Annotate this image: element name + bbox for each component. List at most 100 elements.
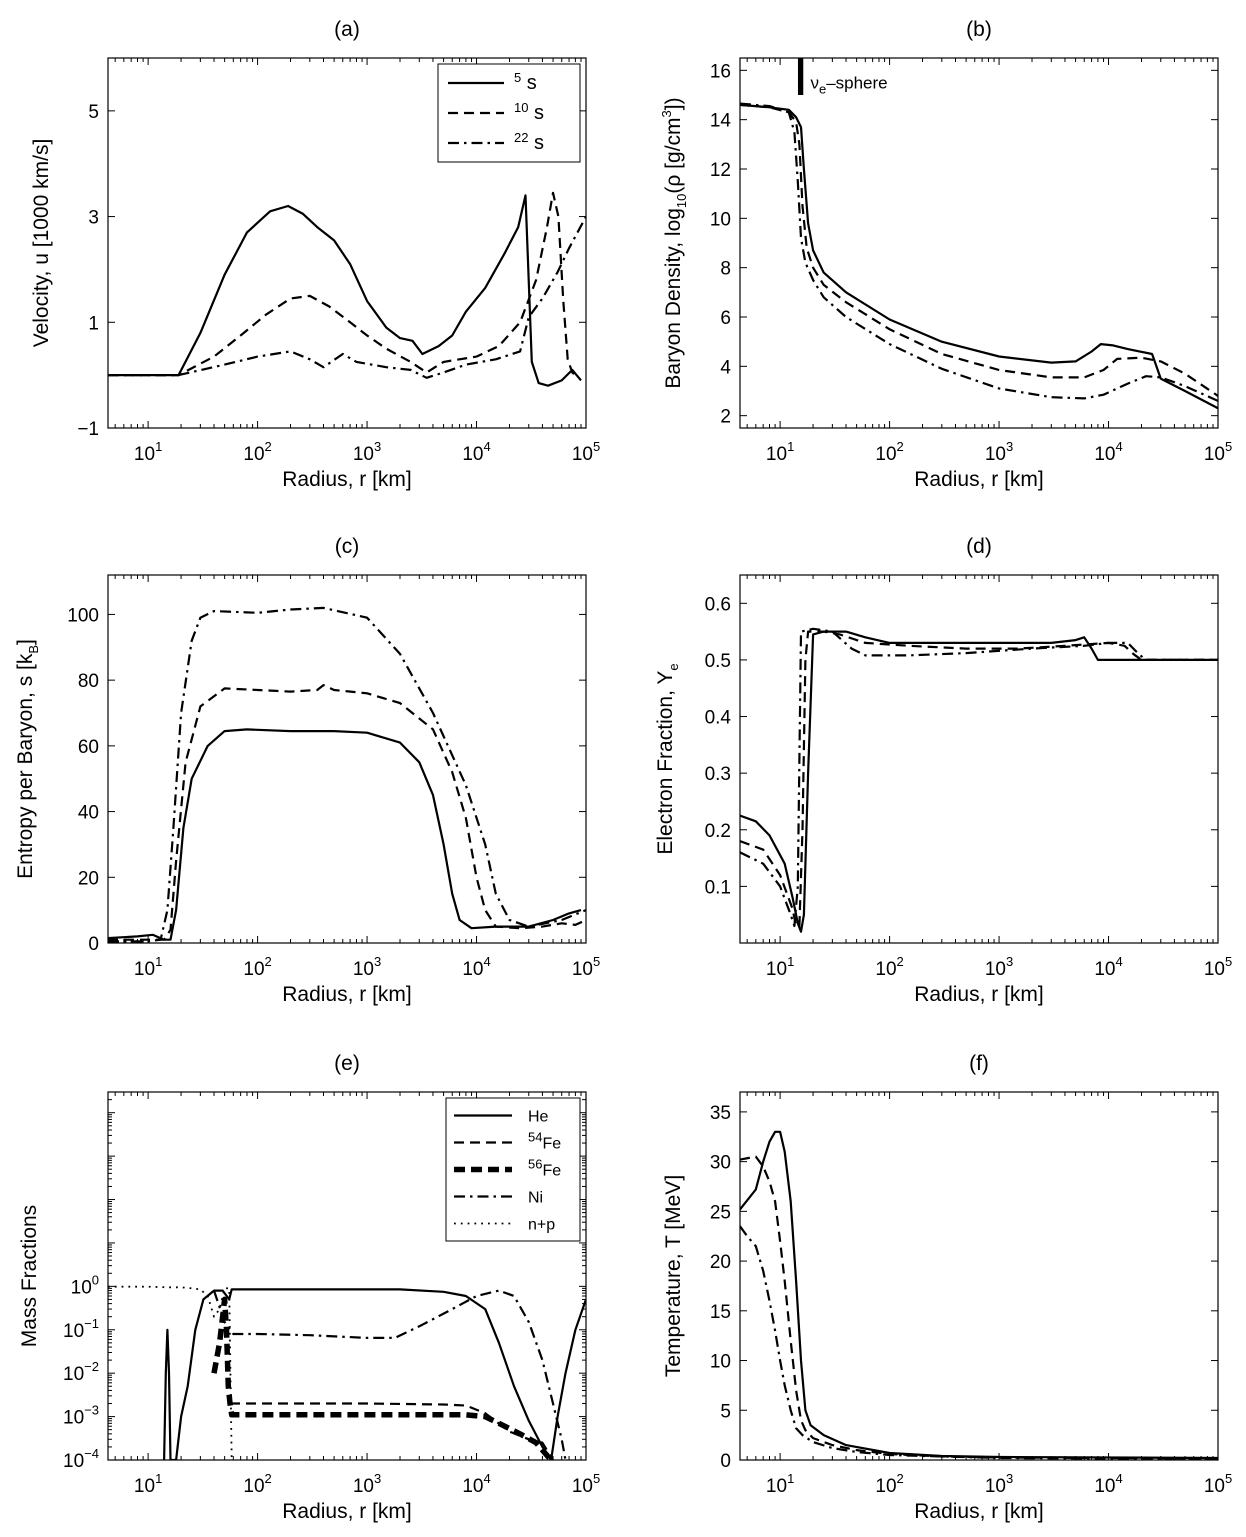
series-22-s (108, 606, 586, 943)
y-axis-label: Electron Fraction, Ye (654, 663, 681, 854)
x-axis-label: Radius, r [km] (914, 1500, 1044, 1523)
series-54fe (230, 1402, 554, 1460)
y-axis-label: Baryon Density, log10(ρ [g/cm3]) (659, 97, 689, 388)
x-tick-label: 101 (134, 954, 162, 980)
y-tick-label: 100 (67, 605, 99, 626)
legend-label: He (528, 1109, 549, 1126)
y-tick-label: 40 (78, 803, 99, 824)
y-axis-label: Mass Fractions (18, 1205, 41, 1347)
x-tick-label: 105 (1204, 439, 1232, 465)
series-10-s (108, 684, 586, 941)
y-tick-label: 10 (710, 1352, 731, 1373)
y-tick-label: 10−4 (63, 1446, 99, 1472)
x-tick-label: 105 (572, 1471, 600, 1497)
y-axis-label: Velocity, u [1000 km/s] (30, 139, 53, 348)
y-tick-label: 4 (720, 357, 731, 378)
y-tick-label: 6 (720, 308, 731, 329)
legend-box (437, 63, 581, 163)
y-tick-label: 10−3 (63, 1403, 99, 1429)
panel-title: (e) (334, 1052, 360, 1075)
panel-title: (c) (335, 535, 360, 558)
panel-title: (a) (334, 18, 360, 41)
y-tick-label: 100 (71, 1272, 99, 1298)
legend-label: 22 s (514, 130, 544, 154)
y-tick-label: 0 (88, 934, 99, 955)
plot-area (107, 574, 587, 944)
x-tick-label: 102 (243, 954, 271, 980)
panel-title: (b) (966, 18, 992, 41)
x-tick-label: 103 (985, 1471, 1013, 1497)
y-axis-label: Temperature, T [MeV] (662, 1175, 685, 1377)
panel-e: (e) 101 102 103 104 105 10−4 10−3 10−2 10−1 100 Rad… (18, 1052, 600, 1523)
y-tick-label: 30 (710, 1153, 731, 1174)
y-tick-label: 20 (78, 868, 99, 889)
series-ni (212, 1289, 567, 1460)
x-axis-label: Radius, r [km] (282, 1500, 412, 1523)
x-tick-label: 103 (353, 1471, 381, 1497)
y-tick-label: 1 (88, 313, 99, 334)
x-tick-label: 104 (1094, 954, 1122, 980)
series-5-s (740, 1130, 1218, 1460)
y-tick-label: 25 (710, 1202, 731, 1223)
panel-title: (d) (966, 535, 992, 558)
panel-b: (b) 101 102 103 104 105 2 4 6 8 10 12 14 16 Radius, r … (659, 18, 1232, 491)
x-tick-label: 104 (462, 1471, 490, 1497)
x-tick-label: 103 (353, 439, 381, 465)
x-axis-label: Radius, r [km] (282, 983, 412, 1006)
plot-area (739, 574, 1219, 944)
x-tick-label: 102 (875, 1471, 903, 1497)
legend-label: Ni (528, 1190, 543, 1207)
series-5-s (108, 728, 582, 941)
y-tick-label: 2 (720, 407, 731, 428)
y-tick-label: 0.5 (705, 651, 731, 672)
legend: He 54Fe 56Fe Ni n+p (445, 1097, 581, 1242)
y-axis-label: Entropy per Baryon, s [kB] (14, 639, 41, 879)
y-tick-label: 5 (88, 102, 99, 123)
panel-f: (f) 101 102 103 104 105 0 5 10 15 20 25 30 35 Radius, … (662, 1052, 1232, 1523)
y-tick-label: 0.2 (705, 821, 731, 842)
y-tick-label: 3 (88, 208, 99, 229)
series-5-s (108, 194, 582, 387)
y-tick-label: 10−2 (63, 1359, 99, 1385)
panel-title: (f) (969, 1052, 989, 1075)
legend-label: n+p (528, 1217, 555, 1234)
x-tick-label: 101 (134, 1471, 162, 1497)
y-tick-label: 0.4 (705, 708, 732, 729)
x-tick-label: 101 (766, 439, 794, 465)
plot-area (107, 1091, 587, 1461)
y-tick-label: 80 (78, 671, 99, 692)
legend: 5 s 10 s 22 s (437, 63, 581, 163)
series-22-s (740, 1225, 1218, 1460)
legend-label: 56Fe (528, 1157, 561, 1180)
series-10-s (740, 630, 1218, 928)
y-tick-label: 20 (710, 1252, 731, 1273)
x-tick-label: 105 (1204, 1471, 1232, 1497)
series-5-s (740, 103, 1218, 410)
series-10-s (108, 191, 580, 379)
y-tick-label: 15 (710, 1302, 731, 1323)
x-tick-label: 101 (766, 1471, 794, 1497)
x-tick-label: 103 (985, 954, 1013, 980)
x-tick-label: 102 (875, 439, 903, 465)
y-tick-label: −1 (77, 419, 99, 440)
series-10-s (740, 1155, 1218, 1460)
y-tick-label: 10−1 (63, 1316, 99, 1342)
x-tick-label: 104 (1094, 1471, 1122, 1497)
x-axis-label: Radius, r [km] (914, 983, 1044, 1006)
y-tick-label: 0.3 (705, 764, 731, 785)
x-tick-label: 105 (572, 954, 600, 980)
y-tick-label: 5 (720, 1401, 731, 1422)
panel-a: (a) 101 102 103 104 105 −1 1 3 5 Radius, r [km] Vel… (30, 18, 600, 491)
series-10-s (740, 103, 1218, 397)
legend-box (445, 1097, 581, 1242)
y-tick-label: 0 (720, 1451, 731, 1472)
x-tick-label: 102 (243, 1471, 271, 1497)
x-tick-label: 102 (875, 954, 903, 980)
y-tick-label: 35 (710, 1103, 731, 1124)
x-tick-label: 101 (766, 954, 794, 980)
plot-area (739, 57, 1219, 429)
series-22-s (740, 627, 1218, 928)
x-tick-label: 103 (985, 439, 1013, 465)
series-56fe (211, 1296, 555, 1460)
series-22-s (740, 102, 1218, 402)
